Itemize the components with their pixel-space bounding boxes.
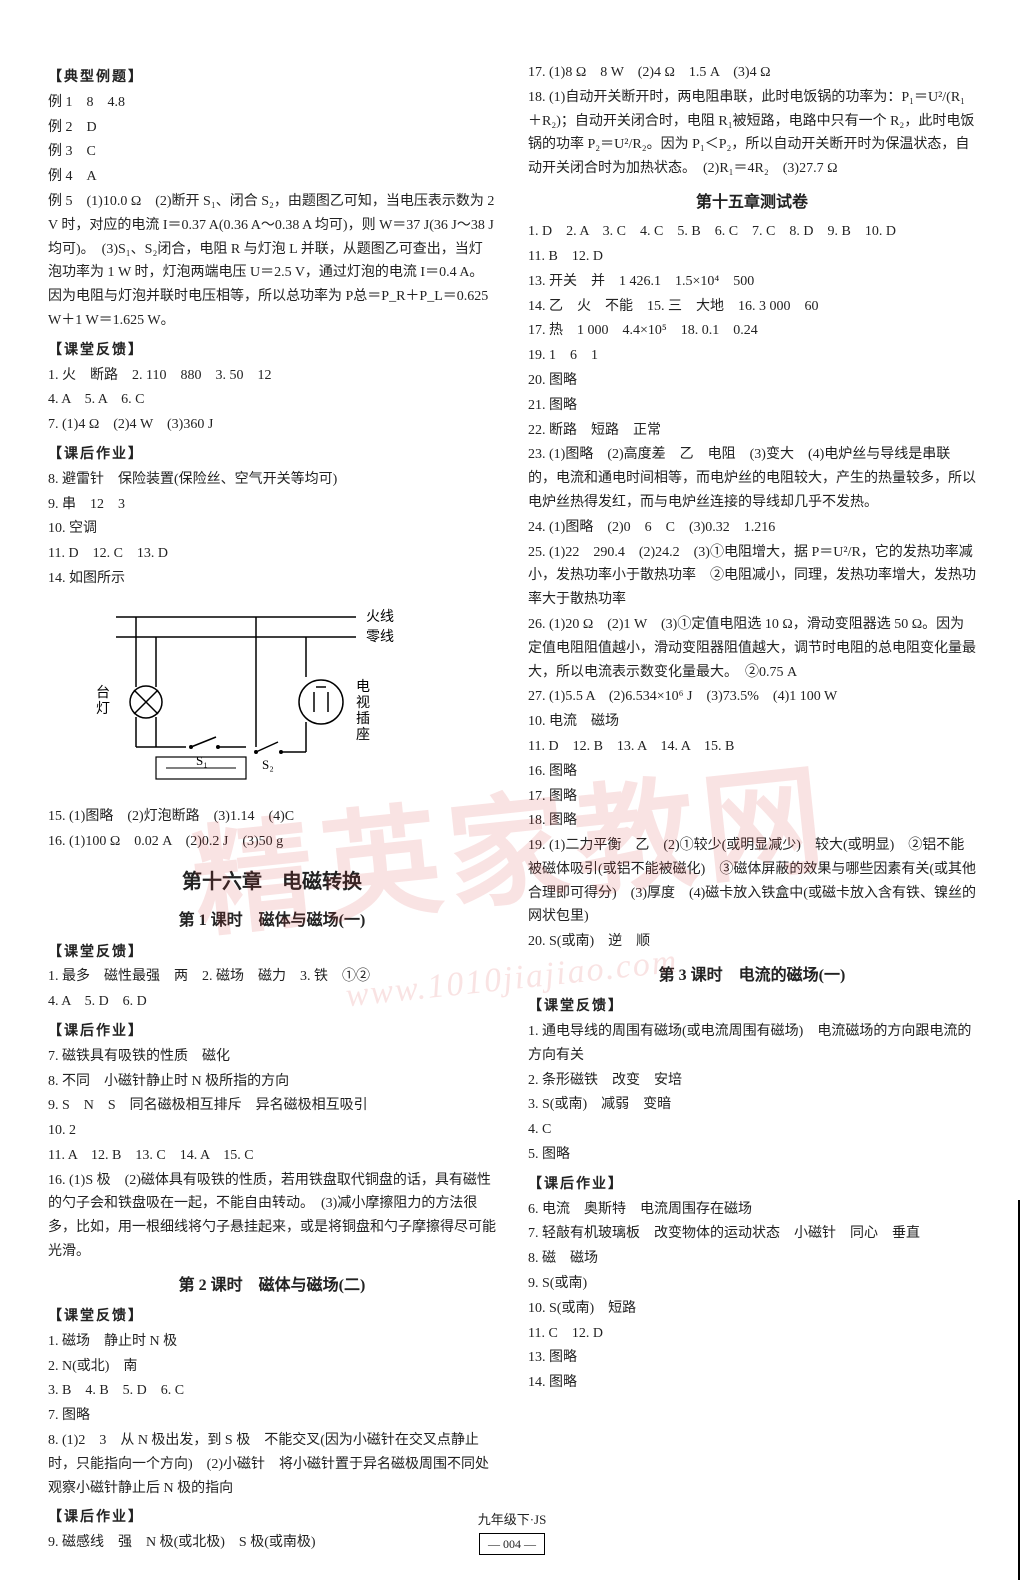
svg-text:座: 座 — [356, 727, 370, 743]
svg-text:视: 视 — [356, 695, 370, 711]
text-line: 4. A 5. A 6. C — [48, 388, 496, 412]
text-line: 11. C 12. D — [528, 1322, 976, 1346]
text-line: 9. 串 12 3 — [48, 493, 496, 517]
footer-page: — 004 — — [479, 1533, 545, 1555]
text-line: 13. 图略 — [528, 1346, 976, 1370]
text-line: 16. 图略 — [528, 760, 976, 784]
text-line: 6. 电流 奥斯特 电流周围存在磁场 — [528, 1198, 976, 1222]
text-line: 19. 1 6 1 — [528, 344, 976, 368]
text-line: 例 3 C — [48, 140, 496, 164]
text-line: 10. S(或南) 短路 — [528, 1297, 976, 1321]
text-line: 9. S(或南) — [528, 1272, 976, 1296]
text-line: 例 5 (1)10.0 Ω (2)断开 S₁、闭合 S₂，由题图乙可知，当电压表… — [48, 190, 496, 333]
text-line: 11. A 12. B 13. C 14. A 15. C — [48, 1144, 496, 1168]
text-line: 11. D 12. B 13. A 14. A 15. B — [528, 735, 976, 759]
section-head-khzy: 【课后作业】 — [48, 1020, 496, 1044]
text-line: 17. (1)8 Ω 8 W (2)4 Ω 1.5 A (3)4 Ω — [528, 61, 976, 85]
text-line: 例 4 A — [48, 165, 496, 189]
text-line: 19. (1)二力平衡 乙 (2)①较少(或明显减少) 较大(或明显) ②铝不能… — [528, 834, 976, 929]
text-line: 1. 最多 磁性最强 两 2. 磁场 磁力 3. 铁 ①② — [48, 965, 496, 989]
svg-text:插: 插 — [356, 711, 370, 727]
text-line: 18. (1)自动开关断开时，两电阻串联，此时电饭锅的功率为：P₁＝U²/(R₁… — [528, 86, 976, 181]
text-line: 3. S(或南) 减弱 变暗 — [528, 1093, 976, 1117]
text-line: 例 2 D — [48, 116, 496, 140]
text-line: 7. 图略 — [48, 1404, 496, 1428]
section-head-khzy: 【课后作业】 — [528, 1173, 976, 1197]
text-line: 10. 电流 磁场 — [528, 710, 976, 734]
text-line: 17. 图略 — [528, 785, 976, 809]
text-line: 8. 磁 磁场 — [528, 1247, 976, 1271]
chapter-title: 第十六章 电磁转换 — [48, 865, 496, 899]
svg-text:电: 电 — [356, 679, 370, 695]
circuit-diagram: 火线 零线 台 灯 电 视 插 座 S₁ S₂ — [56, 597, 416, 797]
right-edge-mark — [1018, 1200, 1024, 1580]
text-line: 2. N(或北) 南 — [48, 1355, 496, 1379]
text-line: 14. 乙 火 不能 15. 三 大地 16. 3 000 60 — [528, 295, 976, 319]
section-head-khzy: 【课后作业】 — [48, 443, 496, 467]
text-line: 3. B 4. B 5. D 6. C — [48, 1379, 496, 1403]
svg-text:台: 台 — [96, 685, 110, 701]
text-line: 20. 图略 — [528, 369, 976, 393]
text-line: 7. 轻敲有机玻璃板 改变物体的运动状态 小磁针 同心 垂直 — [528, 1222, 976, 1246]
text-line: 1. 火 断路 2. 110 880 3. 50 12 — [48, 364, 496, 388]
text-line: 17. 热 1 000 4.4×10⁵ 18. 0.1 0.24 — [528, 319, 976, 343]
text-line: 7. (1)4 Ω (2)4 W (3)360 J — [48, 413, 496, 437]
section-head-ktfk: 【课堂反馈】 — [48, 1305, 496, 1329]
svg-text:S₂: S₂ — [262, 757, 274, 772]
lesson-title: 第 3 课时 电流的磁场(一) — [528, 962, 976, 989]
text-line: 10. 空调 — [48, 517, 496, 541]
text-line: 26. (1)20 Ω (2)1 W (3)①定值电阻选 10 Ω，滑动变阻器选… — [528, 613, 976, 684]
section-head-ktfk: 【课堂反馈】 — [48, 339, 496, 363]
text-line: 7. 磁铁具有吸铁的性质 磁化 — [48, 1045, 496, 1069]
text-line: 14. 图略 — [528, 1371, 976, 1395]
text-line: 18. 图略 — [528, 809, 976, 833]
svg-text:零线: 零线 — [366, 629, 394, 645]
text-line: 23. (1)图略 (2)高度差 乙 电阻 (3)变大 (4)电炉丝与导线是串联… — [528, 443, 976, 514]
text-line: 1. 磁场 静止时 N 极 — [48, 1330, 496, 1354]
text-line: 4. A 5. D 6. D — [48, 990, 496, 1014]
text-line: 8. 避雷针 保险装置(保险丝、空气开关等均可) — [48, 468, 496, 492]
text-line: 1. 通电导线的周围有磁场(或电流周围有磁场) 电流磁场的方向跟电流的方向有关 — [528, 1020, 976, 1068]
test-title: 第十五章测试卷 — [528, 189, 976, 216]
lesson-title: 第 2 课时 磁体与磁场(二) — [48, 1272, 496, 1299]
section-head-ktfk: 【课堂反馈】 — [528, 995, 976, 1019]
text-line: 11. D 12. C 13. D — [48, 542, 496, 566]
text-line: 16. (1)S 极 (2)磁体具有吸铁的性质，若用铁盘取代铜盘的话，具有磁性的… — [48, 1169, 496, 1264]
text-line: 13. 开关 并 1 426.1 1.5×10⁴ 500 — [528, 270, 976, 294]
text-line: 22. 断路 短路 正常 — [528, 419, 976, 443]
text-line: 2. 条形磁铁 改变 安培 — [528, 1069, 976, 1093]
footer-grade: 九年级下·JS — [0, 1509, 1024, 1531]
text-line: 8. 不同 小磁针静止时 N 极所指的方向 — [48, 1070, 496, 1094]
text-line: 20. S(或南) 逆 顺 — [528, 930, 976, 954]
svg-text:S₁: S₁ — [196, 753, 208, 768]
section-head-ktfk: 【课堂反馈】 — [48, 941, 496, 965]
text-line: 27. (1)5.5 A (2)6.534×10⁶ J (3)73.5% (4)… — [528, 685, 976, 709]
text-line: 10. 2 — [48, 1119, 496, 1143]
section-head-dxlt: 【典型例题】 — [48, 66, 496, 90]
svg-text:火线: 火线 — [366, 609, 394, 625]
text-line: 15. (1)图略 (2)灯泡断路 (3)1.14 (4)C — [48, 805, 496, 829]
text-line: 25. (1)22 290.4 (2)24.2 (3)①电阻增大，据 P＝U²/… — [528, 541, 976, 612]
text-line: 5. 图略 — [528, 1143, 976, 1167]
text-line: 8. (1)2 3 从 N 极出发，到 S 极 不能交叉(因为小磁针在交叉点静止… — [48, 1429, 496, 1500]
text-line: 24. (1)图略 (2)0 6 C (3)0.32 1.216 — [528, 516, 976, 540]
text-line: 14. 如图所示 — [48, 567, 496, 591]
text-line: 16. (1)100 Ω 0.02 A (2)0.2 J (3)50 g — [48, 830, 496, 854]
left-column: 【典型例题】 例 1 8 4.8 例 2 D 例 3 C 例 4 A 例 5 (… — [48, 60, 496, 1556]
text-line: 11. B 12. D — [528, 245, 976, 269]
text-line: 例 1 8 4.8 — [48, 91, 496, 115]
text-line: 4. C — [528, 1118, 976, 1142]
text-line: 21. 图略 — [528, 394, 976, 418]
right-column: 17. (1)8 Ω 8 W (2)4 Ω 1.5 A (3)4 Ω 18. (… — [528, 60, 976, 1556]
page-footer: 九年级下·JS — 004 — — [0, 1509, 1024, 1555]
text-line: 9. S N S 同名磁极相互排斥 异名磁极相互吸引 — [48, 1094, 496, 1118]
svg-text:灯: 灯 — [96, 701, 110, 717]
two-column-layout: 【典型例题】 例 1 8 4.8 例 2 D 例 3 C 例 4 A 例 5 (… — [48, 60, 976, 1556]
text-line: 1. D 2. A 3. C 4. C 5. B 6. C 7. C 8. D … — [528, 220, 976, 244]
lesson-title: 第 1 课时 磁体与磁场(一) — [48, 907, 496, 934]
